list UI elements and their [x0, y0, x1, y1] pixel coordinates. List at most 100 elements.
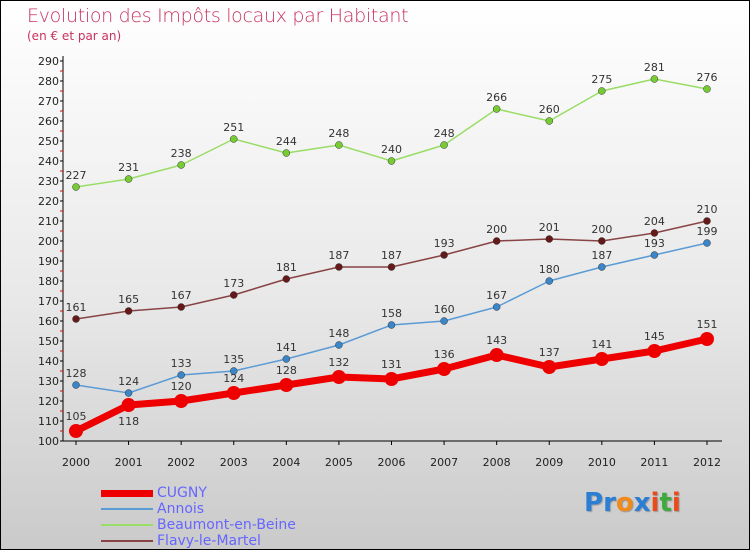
- data-point: [492, 237, 501, 245]
- data-point: [598, 237, 606, 245]
- data-label: 124: [118, 375, 139, 388]
- logo-letter: i: [671, 488, 681, 518]
- data-point: [703, 239, 711, 247]
- data-label: 141: [276, 341, 297, 354]
- data-label: 131: [381, 358, 402, 371]
- data-label: 141: [591, 338, 612, 351]
- data-label: 240: [381, 143, 402, 156]
- data-point: [279, 378, 294, 392]
- logo-letter: P: [584, 488, 604, 518]
- y-tick-label: 190: [38, 255, 59, 268]
- data-label: 132: [328, 356, 349, 369]
- chart-subtitle: (en € et par an): [27, 29, 122, 43]
- data-label: 136: [434, 348, 455, 361]
- data-point: [121, 398, 136, 412]
- y-tick-label: 220: [38, 195, 59, 208]
- data-point: [440, 141, 448, 149]
- data-label: 281: [644, 61, 665, 74]
- x-tick-label: 2009: [535, 456, 563, 469]
- data-label: 128: [66, 367, 87, 380]
- data-point: [282, 275, 291, 283]
- logo-letter: t: [659, 488, 672, 518]
- legend-swatch: [101, 524, 153, 526]
- data-point: [282, 149, 291, 157]
- logo-letter: i: [650, 488, 660, 518]
- legend-item: Beaumont-en-Beine: [101, 517, 296, 533]
- data-point: [124, 175, 133, 183]
- x-tick-label: 2010: [588, 456, 616, 469]
- y-tick-label: 250: [38, 135, 59, 148]
- data-label: 128: [276, 364, 297, 377]
- data-point: [226, 386, 241, 400]
- y-tick-label: 150: [38, 335, 59, 348]
- data-point: [437, 362, 452, 376]
- data-label: 181: [276, 261, 297, 274]
- data-label: 187: [591, 249, 612, 262]
- data-label: 200: [591, 223, 612, 236]
- data-label: 231: [118, 161, 139, 174]
- y-tick-label: 280: [38, 75, 59, 88]
- data-label: 244: [276, 135, 297, 148]
- legend-item: Annois: [101, 501, 296, 517]
- data-label: 165: [118, 293, 139, 306]
- data-point: [647, 344, 662, 358]
- data-point: [124, 389, 133, 397]
- data-point: [387, 321, 396, 329]
- y-tick-label: 160: [38, 315, 59, 328]
- data-point: [230, 367, 238, 375]
- y-tick-label: 170: [38, 295, 59, 308]
- data-label: 266: [486, 91, 507, 104]
- legend-item: CUGNY: [101, 485, 296, 501]
- y-tick-label: 100: [38, 435, 59, 448]
- data-point: [177, 371, 185, 379]
- data-point: [335, 141, 343, 149]
- data-point: [650, 75, 659, 83]
- data-point: [703, 217, 711, 225]
- y-tick-label: 130: [38, 375, 59, 388]
- data-point: [124, 307, 133, 315]
- data-label: 124: [223, 372, 244, 385]
- data-point: [703, 85, 711, 93]
- data-point: [440, 317, 448, 325]
- data-label: 251: [223, 121, 244, 134]
- data-label: 248: [328, 127, 349, 140]
- data-label: 187: [381, 249, 402, 262]
- x-tick-label: 2005: [325, 456, 353, 469]
- data-point: [331, 370, 346, 384]
- data-point: [335, 341, 343, 349]
- data-point: [545, 235, 553, 243]
- data-label: 133: [171, 357, 192, 370]
- legend-item: Flavy-le-Martel: [101, 533, 296, 549]
- logo-letter: o: [615, 488, 634, 518]
- data-label: 260: [539, 103, 560, 116]
- data-point: [177, 303, 185, 311]
- y-tick-label: 200: [38, 235, 59, 248]
- data-point: [335, 263, 343, 271]
- data-point: [387, 263, 396, 271]
- y-tick-label: 290: [38, 55, 59, 68]
- data-label: 193: [644, 237, 665, 250]
- data-label: 173: [223, 277, 244, 290]
- data-label: 276: [697, 71, 718, 84]
- data-label: 204: [644, 215, 665, 228]
- data-point: [545, 117, 553, 125]
- data-label: 193: [434, 237, 455, 250]
- data-label: 200: [486, 223, 507, 236]
- data-label: 199: [697, 225, 718, 238]
- x-tick-label: 2007: [430, 456, 458, 469]
- x-tick-label: 2006: [378, 456, 406, 469]
- data-point: [650, 229, 659, 237]
- data-label: 151: [697, 318, 718, 331]
- data-point: [594, 352, 609, 366]
- y-tick-label: 110: [38, 415, 59, 428]
- data-point: [492, 303, 501, 311]
- data-point: [700, 332, 714, 346]
- data-point: [174, 394, 189, 408]
- data-point: [384, 372, 399, 386]
- data-point: [72, 315, 80, 323]
- data-point: [440, 251, 448, 259]
- data-point: [598, 87, 606, 95]
- legend-label: Flavy-le-Martel: [157, 533, 261, 549]
- data-point: [230, 135, 238, 143]
